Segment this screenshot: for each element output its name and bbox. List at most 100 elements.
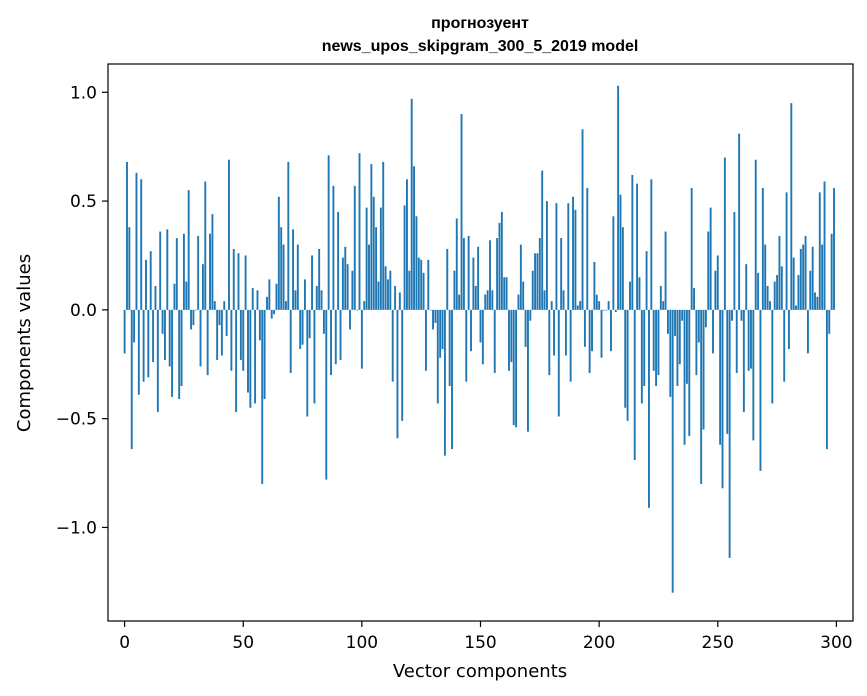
bar-2 — [128, 227, 131, 310]
bar-72 — [294, 290, 297, 310]
bar-24 — [180, 309, 183, 387]
bar-224 — [655, 309, 658, 387]
bar-180 — [550, 301, 553, 310]
bar-274 — [773, 281, 776, 310]
bar-108 — [379, 207, 382, 310]
bar-38 — [213, 301, 216, 310]
bar-154 — [489, 240, 491, 310]
bar-186 — [564, 309, 567, 356]
bar-14 — [156, 309, 159, 413]
bar-207 — [614, 309, 617, 313]
bar-120 — [408, 270, 411, 310]
bar-66 — [280, 227, 283, 310]
bar-214 — [631, 174, 634, 310]
y-tick-label: 0.5 — [70, 192, 97, 212]
bar-22 — [175, 238, 178, 310]
bar-261 — [742, 309, 745, 413]
bar-174 — [536, 253, 539, 310]
bar-144 — [465, 309, 468, 382]
bar-158 — [498, 222, 501, 310]
bar-164 — [512, 309, 515, 426]
bar-289 — [809, 270, 812, 310]
bar-241 — [695, 309, 698, 376]
bar-223 — [652, 309, 655, 371]
bar-97 — [353, 185, 356, 310]
bar-173 — [534, 253, 537, 310]
bar-221 — [648, 309, 650, 508]
bar-177 — [543, 290, 546, 310]
bar-136 — [446, 248, 449, 310]
bar-240 — [693, 288, 695, 310]
bar-268 — [759, 309, 762, 471]
bar-129 — [429, 309, 432, 311]
x-tick-label: 50 — [232, 633, 254, 653]
bar-254 — [726, 309, 729, 434]
bar-49 — [239, 309, 242, 360]
bar-297 — [828, 309, 831, 334]
bars-group — [123, 85, 835, 593]
bar-215 — [633, 309, 636, 460]
bar-59 — [263, 309, 266, 400]
bar-211 — [624, 309, 627, 408]
bar-166 — [517, 294, 520, 310]
bar-172 — [531, 270, 534, 310]
bar-285 — [799, 248, 802, 310]
bar-225 — [657, 309, 660, 376]
bar-62 — [270, 309, 273, 319]
bar-217 — [638, 277, 641, 310]
bar-252 — [721, 309, 724, 489]
bar-65 — [277, 196, 280, 310]
bar-135 — [443, 309, 446, 456]
bar-127 — [424, 309, 427, 371]
bar-78 — [308, 309, 311, 339]
bar-149 — [477, 246, 480, 310]
bar-259 — [738, 133, 741, 310]
bar-263 — [747, 309, 750, 371]
bar-1 — [126, 161, 128, 310]
bar-147 — [472, 257, 475, 310]
bar-45 — [230, 309, 233, 371]
bar-79 — [311, 255, 313, 310]
bar-32 — [199, 309, 202, 367]
bar-8 — [142, 309, 145, 382]
bar-99 — [358, 153, 361, 310]
bar-133 — [439, 309, 442, 358]
bar-86 — [327, 155, 330, 310]
bar-192 — [579, 301, 582, 310]
bar-275 — [776, 275, 779, 310]
x-tick-label: 100 — [346, 633, 378, 653]
bar-246 — [707, 231, 710, 310]
bar-70 — [289, 309, 292, 373]
bar-287 — [804, 235, 807, 310]
bar-267 — [757, 272, 760, 310]
bar-110 — [384, 266, 387, 310]
bar-96 — [351, 270, 354, 310]
bar-106 — [375, 227, 378, 310]
bar-247 — [709, 207, 712, 310]
bar-124 — [417, 257, 420, 310]
bar-7 — [140, 179, 143, 310]
bar-44 — [228, 159, 230, 310]
bar-199 — [595, 294, 598, 310]
bar-90 — [337, 211, 340, 310]
bar-165 — [515, 309, 518, 428]
bar-140 — [455, 218, 458, 310]
bar-290 — [811, 246, 814, 310]
bar-68 — [285, 301, 287, 310]
bar-58 — [261, 309, 264, 484]
bar-181 — [553, 309, 555, 356]
bar-298 — [830, 233, 833, 310]
bar-126 — [422, 272, 425, 310]
bar-169 — [524, 309, 527, 347]
bar-171 — [529, 309, 532, 321]
bar-39 — [216, 309, 219, 360]
x-axis: 0 50 100 150 200 250 300 — [119, 621, 853, 653]
bar-16 — [161, 309, 164, 334]
bar-160 — [503, 277, 506, 310]
bar-188 — [569, 309, 572, 382]
bar-273 — [771, 309, 774, 404]
bar-276 — [778, 235, 781, 310]
bar-43 — [225, 309, 228, 336]
bar-282 — [792, 257, 795, 310]
bar-93 — [344, 246, 347, 310]
